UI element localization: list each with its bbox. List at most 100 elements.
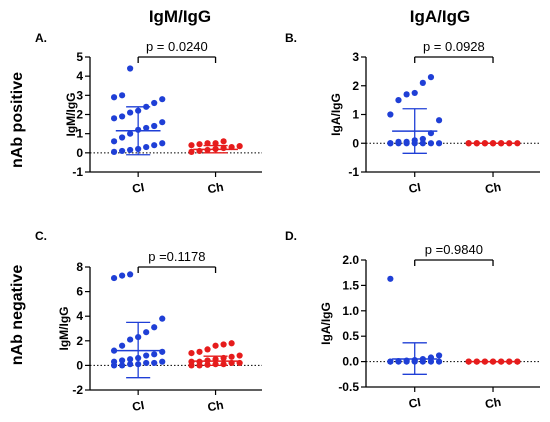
panel-letter: C. bbox=[35, 229, 47, 243]
y-tick-label: 2 bbox=[76, 334, 83, 348]
data-point bbox=[159, 358, 166, 365]
y-tick-label: -0.5 bbox=[338, 380, 359, 394]
data-point bbox=[151, 324, 158, 331]
y-tick-label: 4 bbox=[76, 69, 83, 83]
data-point bbox=[435, 358, 443, 365]
column-title-iga-igg: IgA/IgG bbox=[410, 7, 470, 26]
y-axis-label: IgA/IgG bbox=[329, 93, 343, 136]
data-point bbox=[435, 140, 443, 147]
data-point bbox=[110, 94, 118, 101]
data-point bbox=[236, 143, 243, 150]
y-tick-label: 1.0 bbox=[342, 304, 359, 318]
data-point bbox=[127, 146, 134, 154]
data-point bbox=[151, 99, 158, 107]
data-point bbox=[119, 92, 126, 99]
data-point bbox=[127, 361, 134, 368]
data-point bbox=[427, 74, 435, 81]
data-point bbox=[196, 348, 203, 355]
data-point bbox=[228, 340, 235, 347]
panel-letter: D. bbox=[285, 229, 297, 243]
row-title-nab-negative: nAb negative bbox=[9, 265, 26, 366]
data-point bbox=[159, 315, 166, 322]
data-point bbox=[119, 362, 126, 369]
data-point bbox=[143, 143, 150, 151]
data-point bbox=[387, 111, 394, 118]
data-point bbox=[119, 357, 126, 364]
data-point bbox=[204, 346, 211, 353]
data-point bbox=[465, 140, 472, 147]
data-point bbox=[427, 140, 435, 147]
data-point bbox=[435, 352, 443, 359]
y-tick-label: 0.0 bbox=[342, 355, 359, 369]
y-tick-label: 0 bbox=[352, 136, 359, 150]
data-point bbox=[514, 140, 521, 147]
panels-group: A. IgM/IgG -1 0 1 2 3 4 5 CI Ch p = 0.0240 B. IgA/IgG… bbox=[35, 31, 540, 414]
y-tick-label: 4 bbox=[76, 309, 83, 323]
data-point bbox=[110, 138, 118, 145]
y-axis-label: IgA/IgG bbox=[319, 302, 333, 345]
x-category-label: Ch bbox=[206, 398, 224, 415]
data-point bbox=[143, 124, 150, 132]
data-point bbox=[151, 122, 158, 130]
y-tick-label: 0.5 bbox=[342, 329, 359, 343]
data-point bbox=[403, 138, 410, 145]
chart-panel-4: D. IgA/IgG -0.5 0.0 0.5 1.0 1.5 2.0 CI Ch p =0.984… bbox=[285, 229, 540, 411]
data-point bbox=[411, 89, 418, 97]
y-tick-label: 5 bbox=[76, 50, 83, 64]
y-tick-label: 3 bbox=[76, 88, 83, 102]
data-point bbox=[419, 135, 426, 143]
data-point bbox=[395, 97, 402, 104]
data-point bbox=[127, 336, 134, 343]
data-point bbox=[236, 359, 243, 367]
data-point bbox=[110, 148, 118, 155]
y-axis-label: IgM/IgG bbox=[57, 307, 71, 351]
chart-panel-2: B. IgA/IgG -1 0 1 2 3 CI Ch p = 0.0928 bbox=[285, 31, 540, 196]
data-point bbox=[188, 350, 195, 357]
y-tick-label: 2 bbox=[352, 79, 359, 93]
data-point bbox=[159, 96, 166, 103]
data-point bbox=[127, 356, 134, 363]
x-category-label: Ch bbox=[206, 180, 224, 197]
y-tick-label: 6 bbox=[76, 285, 83, 299]
data-point bbox=[127, 130, 134, 137]
data-point bbox=[465, 358, 472, 365]
x-category-label: CI bbox=[408, 180, 422, 196]
data-point bbox=[127, 65, 134, 72]
p-value-label: p = 0.0240 bbox=[146, 39, 208, 54]
y-tick-label: 3 bbox=[352, 50, 359, 64]
x-category-label: CI bbox=[131, 398, 145, 414]
data-point bbox=[196, 141, 203, 148]
y-tick-label: 1 bbox=[352, 108, 359, 122]
data-point bbox=[110, 274, 118, 282]
data-point bbox=[212, 140, 219, 147]
data-point bbox=[228, 143, 235, 151]
data-point bbox=[127, 109, 134, 116]
data-point bbox=[151, 142, 158, 149]
panel-letter: B. bbox=[285, 31, 297, 45]
data-point bbox=[419, 140, 426, 147]
data-point bbox=[110, 115, 118, 122]
x-category-label: CI bbox=[408, 395, 422, 411]
data-point bbox=[387, 275, 394, 282]
data-point bbox=[151, 351, 158, 358]
y-tick-label: -1 bbox=[72, 165, 83, 179]
column-title-igm-igg: IgM/IgG bbox=[149, 7, 211, 26]
chart-panel-1: A. IgM/IgG -1 0 1 2 3 4 5 CI Ch p = 0.0240 bbox=[35, 31, 262, 196]
data-point bbox=[143, 352, 150, 359]
p-value-label: p = 0.0928 bbox=[423, 39, 485, 54]
data-point bbox=[188, 358, 195, 365]
x-category-label: CI bbox=[131, 180, 145, 196]
chart-panel-3: C. IgM/IgG -2 0 2 4 6 8 CI Ch p =0.1178 bbox=[35, 229, 262, 414]
data-point bbox=[387, 358, 394, 365]
p-value-label: p =0.9840 bbox=[425, 242, 483, 257]
y-axis-label: IgM/IgG bbox=[64, 93, 78, 137]
data-point bbox=[188, 148, 195, 155]
data-point bbox=[119, 272, 126, 279]
data-point bbox=[127, 271, 134, 278]
data-point bbox=[119, 113, 126, 120]
data-point bbox=[119, 342, 126, 349]
data-point bbox=[387, 140, 394, 147]
data-point bbox=[119, 147, 126, 155]
data-point bbox=[236, 352, 243, 359]
data-point bbox=[228, 353, 235, 360]
